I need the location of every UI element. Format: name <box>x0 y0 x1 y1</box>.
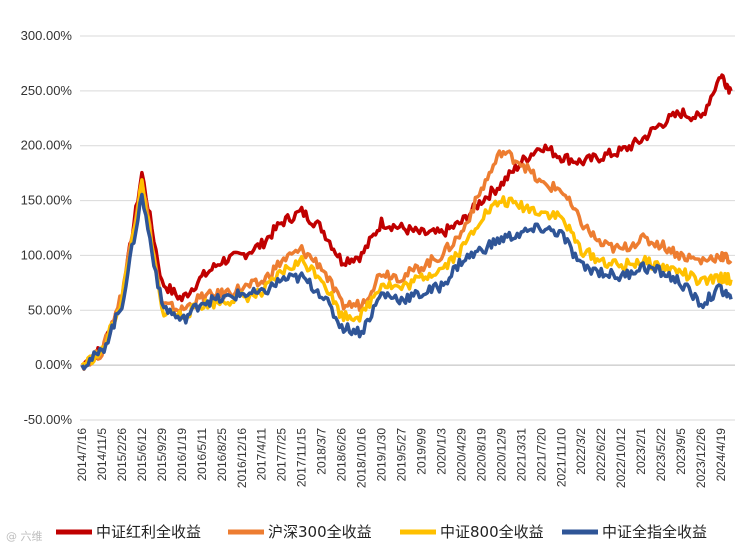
x-tick-label: 2014/11/5 <box>95 428 109 481</box>
legend-label: 沪深300全收益 <box>268 523 372 541</box>
x-tick-label: 2023/2/1 <box>634 428 648 475</box>
legend-label: 中证800全收益 <box>440 523 544 541</box>
x-tick-label: 2015/2/26 <box>115 428 129 482</box>
legend: 中证红利全收益 沪深300全收益 中证800全收益 中证全指全收益 <box>56 523 707 541</box>
x-tick-label: 2016/1/19 <box>175 428 189 482</box>
x-tick-label: 2017/7/25 <box>275 428 289 482</box>
legend-label: 中证全指全收益 <box>602 523 707 541</box>
x-tick-label: 2017/11/15 <box>295 428 309 487</box>
watermark-logo: @ 六维 <box>6 530 43 543</box>
x-tick-label: 2019/1/30 <box>375 428 389 482</box>
x-tick-label: 2022/10/12 <box>614 428 628 488</box>
x-tick-label: 2018/10/16 <box>355 428 369 488</box>
x-tick-label: 2024/4/19 <box>714 428 728 482</box>
x-tick-label: 2014/7/16 <box>75 428 89 482</box>
x-axis-tick-labels: 2014/7/16 2014/11/5 2015/2/26 2015/6/12 2015… <box>75 428 728 488</box>
x-tick-label: 2016/8/25 <box>215 428 229 482</box>
x-tick-label: 2021/11/10 <box>554 428 568 487</box>
series-line <box>80 73 733 367</box>
x-tick-label: 2015/6/12 <box>135 428 149 482</box>
y-tick-label: 100.00% <box>21 247 73 262</box>
x-tick-label: 2020/1/3 <box>434 428 448 475</box>
x-tick-label: 2021/3/31 <box>514 428 528 482</box>
x-tick-label: 2020/4/29 <box>454 428 468 482</box>
x-tick-label: 2020/8/19 <box>474 428 488 482</box>
series-line <box>80 192 733 371</box>
y-tick-label: 250.00% <box>21 83 73 98</box>
series-line <box>80 149 733 371</box>
x-tick-label: 2023/9/5 <box>674 428 688 475</box>
series-lines <box>80 73 733 371</box>
x-tick-label: 2018/6/26 <box>335 428 349 482</box>
x-tick-label: 2016/12/16 <box>235 428 249 488</box>
x-tick-label: 2015/9/29 <box>155 428 169 482</box>
x-tick-label: 2021/7/20 <box>534 428 548 482</box>
x-tick-label: 2022/6/22 <box>594 428 608 482</box>
x-tick-label: 2017/4/11 <box>255 428 269 481</box>
x-tick-label: 2023/5/22 <box>654 428 668 482</box>
y-axis-tick-labels: -50.00% 0.00% 50.00% 100.00% 150.00% 200.00% 2… <box>21 28 73 427</box>
y-tick-label: 50.00% <box>28 302 73 317</box>
legend-label: 中证红利全收益 <box>96 523 201 541</box>
y-tick-label: 300.00% <box>21 28 73 43</box>
x-tick-label: 2016/5/11 <box>195 428 209 481</box>
x-tick-label: 2020/12/9 <box>494 428 508 482</box>
y-tick-label: 0.00% <box>35 357 72 372</box>
x-tick-label: 2023/12/26 <box>694 428 708 488</box>
y-tick-label: -50.00% <box>24 412 73 427</box>
x-tick-label: 2018/3/7 <box>315 428 329 475</box>
x-tick-label: 2019/5/27 <box>395 428 409 482</box>
x-tick-label: 2022/3/2 <box>574 428 588 475</box>
y-tick-label: 200.00% <box>21 138 73 153</box>
y-tick-label: 150.00% <box>21 193 73 208</box>
x-tick-label: 2019/9/9 <box>414 428 428 475</box>
